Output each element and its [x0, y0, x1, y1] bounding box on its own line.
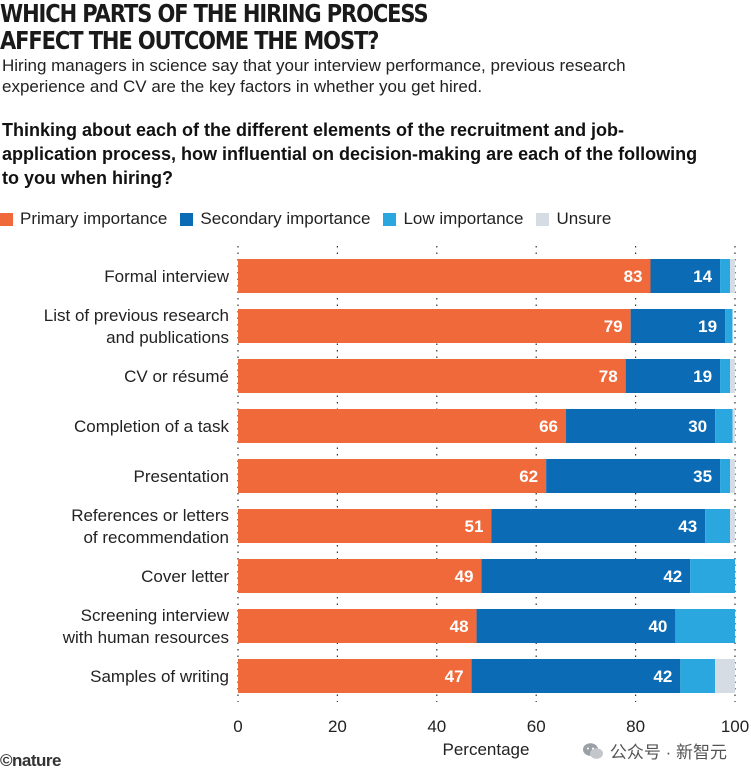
- bar-1-primary-importance: [238, 259, 651, 293]
- bar-4-low-importance: [715, 409, 733, 443]
- data-label-5-secondary: 35: [693, 467, 712, 486]
- x-axis-label: Percentage: [443, 740, 530, 759]
- bar-4-secondary-importance: [566, 409, 716, 443]
- bar-9-primary-importance: [238, 659, 472, 693]
- bar-1-low-importance: [720, 259, 731, 293]
- legend-label-unsure: Unsure: [556, 209, 612, 228]
- bar-9-secondary-importance: [471, 659, 681, 693]
- x-tick-label-0: 0: [233, 717, 242, 736]
- watermark-text: 公众号 · 新智元: [609, 743, 727, 762]
- bar-7-secondary-importance: [481, 559, 691, 593]
- legend-item-primary: Primary importance: [0, 209, 167, 229]
- bar-5-primary-importance: [238, 459, 547, 493]
- category-label-4: Completion of a task: [74, 417, 229, 436]
- chart-title-line-1: WHICH PARTS OF THE HIRING PROCESS: [0, 0, 429, 28]
- chart-subtitle: Hiring managers in science say that your…: [2, 56, 626, 96]
- bar-4-unsure: [732, 409, 735, 443]
- legend-swatch-low: [383, 212, 397, 226]
- bar-8-low-importance: [675, 609, 735, 643]
- bar-6-primary-importance: [238, 509, 492, 543]
- category-label-9: Samples of writing: [90, 667, 229, 686]
- data-label-8-secondary: 40: [648, 617, 667, 636]
- bar-3-unsure: [730, 359, 735, 393]
- bar-5-low-importance: [720, 459, 731, 493]
- bar-9-unsure: [715, 659, 735, 693]
- legend-item-unsure: Unsure: [536, 209, 611, 229]
- bar-5-unsure: [730, 459, 735, 493]
- x-tick-label-80: 80: [626, 717, 645, 736]
- bar-7-low-importance: [690, 559, 735, 593]
- chart-title-line-2: AFFECT THE OUTCOME THE MOST?: [0, 26, 379, 55]
- legend: Primary importance Secondary importance …: [0, 208, 624, 230]
- legend-swatch-secondary: [180, 212, 194, 226]
- category-label-1: Formal interview: [104, 267, 229, 286]
- bar-3-low-importance: [720, 359, 731, 393]
- bar-2-secondary-importance: [630, 309, 726, 343]
- legend-label-secondary: Secondary importance: [200, 209, 371, 228]
- stacked-bar-chart: 83 14 Formal interview 79 19 List of previous…: [44, 246, 749, 759]
- legend-item-low: Low importance: [383, 209, 523, 229]
- legend-item-secondary: Secondary importance: [180, 209, 370, 229]
- bar-3-primary-importance: [238, 359, 626, 393]
- wechat-icon: [582, 742, 603, 759]
- data-label-2-primary: 79: [604, 317, 623, 336]
- bar-8-secondary-importance: [476, 609, 676, 643]
- legend-label-primary: Primary importance: [20, 209, 168, 228]
- data-label-7-primary: 49: [455, 567, 474, 586]
- category-label-8-line-1: Screening interview: [81, 606, 230, 625]
- bar-1-secondary-importance: [650, 259, 721, 293]
- x-tick-label-60: 60: [527, 717, 546, 736]
- data-label-7-secondary: 42: [663, 567, 682, 586]
- bar-2-low-importance: [725, 309, 733, 343]
- category-label-2-line-2: and publications: [106, 328, 229, 347]
- bar-5-secondary-importance: [546, 459, 721, 493]
- category-label-8-line-2: with human resources: [62, 628, 229, 647]
- data-label-9-secondary: 42: [653, 667, 672, 686]
- data-label-2-secondary: 19: [698, 317, 717, 336]
- category-label-6-line-2: of recommendation: [83, 528, 229, 547]
- data-label-5-primary: 62: [519, 467, 538, 486]
- bar-3-secondary-importance: [625, 359, 721, 393]
- data-label-8-primary: 48: [450, 617, 469, 636]
- legend-swatch-primary: [0, 212, 13, 226]
- bar-7-primary-importance: [238, 559, 482, 593]
- legend-swatch-unsure: [536, 212, 550, 226]
- data-label-6-secondary: 43: [678, 517, 697, 536]
- nature-logo: ©nature: [0, 751, 61, 770]
- bar-9-low-importance: [680, 659, 716, 693]
- data-label-6-primary: 51: [465, 517, 484, 536]
- category-label-2-line-1: List of previous research: [44, 306, 229, 325]
- bar-2-primary-importance: [238, 309, 631, 343]
- data-label-4-primary: 66: [539, 417, 558, 436]
- data-label-1-secondary: 14: [693, 267, 712, 286]
- data-label-9-primary: 47: [445, 667, 464, 686]
- category-label-5: Presentation: [134, 467, 229, 486]
- x-tick-label-40: 40: [427, 717, 446, 736]
- bar-8-primary-importance: [238, 609, 477, 643]
- watermark: 公众号 · 新智元: [582, 738, 727, 763]
- legend-label-low: Low importance: [403, 209, 524, 228]
- chart-title: WHICH PARTS OF THE HIRING PROCESS AFFECT…: [0, 0, 429, 55]
- x-tick-label-100: 100: [721, 717, 749, 736]
- survey-question: Thinking about each of the different ele…: [2, 120, 698, 188]
- data-label-3-secondary: 19: [693, 367, 712, 386]
- category-label-3: CV or résumé: [124, 367, 229, 386]
- data-label-1-primary: 83: [624, 267, 643, 286]
- bar-6-secondary-importance: [491, 509, 706, 543]
- data-label-3-primary: 78: [599, 367, 618, 386]
- data-label-4-secondary: 30: [688, 417, 707, 436]
- bar-4-primary-importance: [238, 409, 567, 443]
- category-label-6-line-1: References or letters: [71, 506, 229, 525]
- bar-6-unsure: [730, 509, 735, 543]
- category-label-7: Cover letter: [141, 567, 229, 586]
- bar-6-low-importance: [705, 509, 731, 543]
- bar-1-unsure: [730, 259, 735, 293]
- x-tick-label-20: 20: [328, 717, 347, 736]
